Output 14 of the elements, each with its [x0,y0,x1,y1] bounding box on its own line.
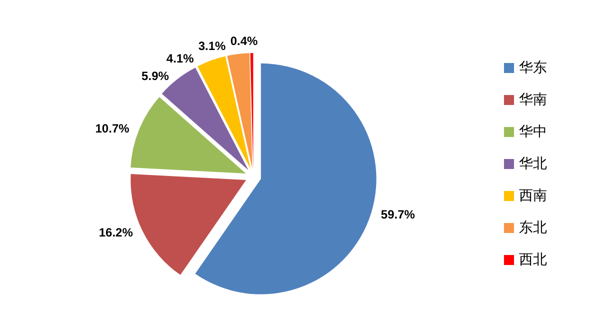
legend-label: 华中 [519,124,547,140]
data-label: 16.2% [98,226,134,240]
data-label: 5.9% [142,68,170,83]
data-label: 10.7% [95,121,130,136]
legend-label: 华东 [519,60,547,76]
data-label: 59.7% [380,207,416,222]
data-label: 3.1% [198,38,226,53]
legend-label: 东北 [519,220,547,236]
legend-label: 西南 [519,188,547,204]
legend-label: 西北 [519,252,547,268]
legend-label: 华南 [519,92,547,108]
data-label: 0.4% [230,34,258,48]
legend-label: 华北 [519,156,547,172]
data-label: 4.1% [166,52,194,66]
